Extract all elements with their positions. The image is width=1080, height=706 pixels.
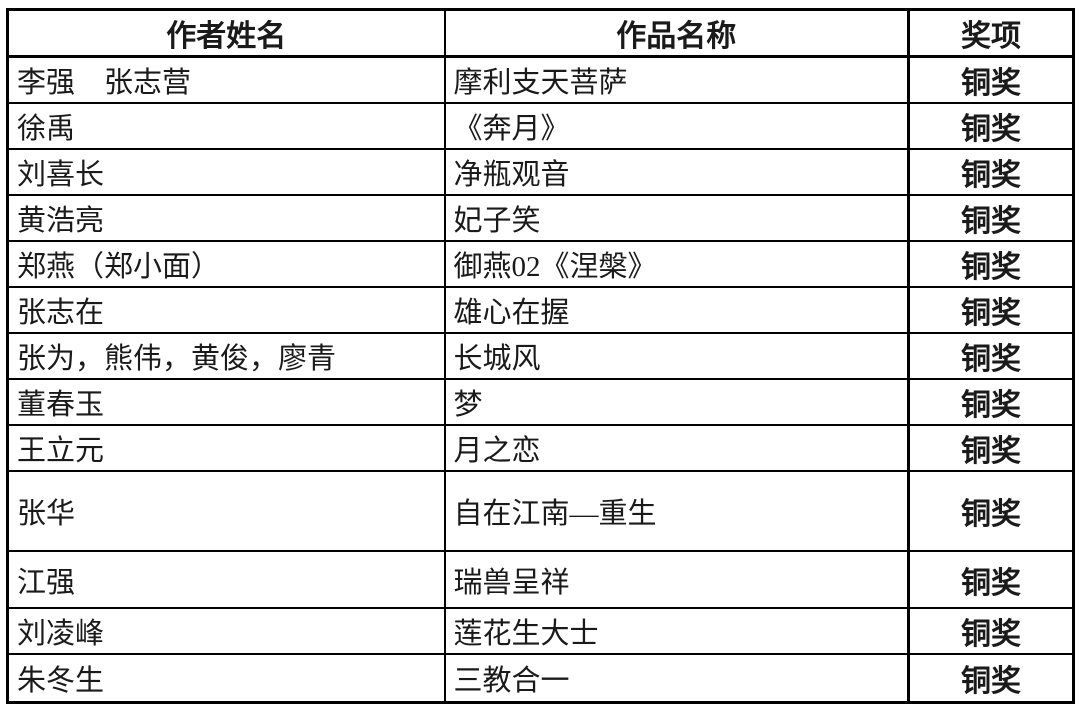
- author-cell: 张为，熊伟，黄俊，廖青: [6, 332, 446, 380]
- work-cell: 瑞兽呈祥: [443, 550, 910, 609]
- author-cell: 郑燕（郑小面）: [6, 240, 446, 288]
- table-row: 黄浩亮 妃子笑 铜奖: [6, 194, 1075, 242]
- awards-table: 作者姓名 作品名称 奖项 李强 张志营 摩利支天菩萨 铜奖 徐禹 《奔月》 铜奖…: [6, 8, 1075, 704]
- work-cell: 长城风: [443, 332, 910, 380]
- award-cell: 铜奖: [907, 550, 1075, 609]
- author-cell: 黄浩亮: [6, 194, 446, 242]
- award-cell: 铜奖: [907, 378, 1075, 426]
- table-row: 江强 瑞兽呈祥 铜奖: [6, 550, 1075, 609]
- work-cell: 妃子笑: [443, 194, 910, 242]
- table-row: 张为，熊伟，黄俊，廖青 长城风 铜奖: [6, 332, 1075, 380]
- award-cell: 铜奖: [907, 653, 1075, 703]
- award-cell: 铜奖: [907, 286, 1075, 334]
- award-cell: 铜奖: [907, 102, 1075, 150]
- table-row: 董春玉 梦 铜奖: [6, 378, 1075, 426]
- award-cell: 铜奖: [907, 55, 1075, 104]
- author-cell: 徐禹: [6, 102, 446, 150]
- table-row: 张志在 雄心在握 铜奖: [6, 286, 1075, 334]
- work-cell: 莲花生大士: [443, 607, 910, 655]
- work-cell: 三教合一: [443, 653, 910, 703]
- work-cell: 雄心在握: [443, 286, 910, 334]
- table-row: 郑燕（郑小面） 御燕02《涅槃》 铜奖: [6, 240, 1075, 288]
- table-row: 朱冬生 三教合一 铜奖: [6, 653, 1075, 703]
- header-author: 作者姓名: [6, 8, 446, 58]
- table-row: 张华 自在江南—重生 铜奖: [6, 470, 1075, 552]
- table-row: 李强 张志营 摩利支天菩萨 铜奖: [6, 55, 1075, 104]
- author-cell: 刘凌峰: [6, 607, 446, 655]
- award-cell: 铜奖: [907, 194, 1075, 242]
- table-row: 徐禹 《奔月》 铜奖: [6, 102, 1075, 150]
- work-cell: 摩利支天菩萨: [443, 55, 910, 104]
- header-row: 作者姓名 作品名称 奖项: [6, 8, 1075, 58]
- award-cell: 铜奖: [907, 332, 1075, 380]
- work-cell: 自在江南—重生: [443, 470, 910, 552]
- work-cell: 月之恋: [443, 424, 910, 472]
- work-cell: 净瓶观音: [443, 148, 910, 196]
- author-cell: 董春玉: [6, 378, 446, 426]
- award-cell: 铜奖: [907, 424, 1075, 472]
- author-cell: 朱冬生: [6, 653, 446, 703]
- author-cell: 刘喜长: [6, 148, 446, 196]
- award-cell: 铜奖: [907, 240, 1075, 288]
- work-cell: 梦: [443, 378, 910, 426]
- header-award: 奖项: [907, 8, 1075, 58]
- work-cell: 《奔月》: [443, 102, 910, 150]
- author-cell: 李强 张志营: [6, 55, 446, 104]
- table-row: 刘凌峰 莲花生大士 铜奖: [6, 607, 1075, 655]
- work-cell: 御燕02《涅槃》: [443, 240, 910, 288]
- header-work: 作品名称: [443, 8, 910, 58]
- award-cell: 铜奖: [907, 148, 1075, 196]
- author-cell: 张志在: [6, 286, 446, 334]
- award-cell: 铜奖: [907, 470, 1075, 552]
- author-cell: 王立元: [6, 424, 446, 472]
- table-row: 刘喜长 净瓶观音 铜奖: [6, 148, 1075, 196]
- author-cell: 江强: [6, 550, 446, 609]
- award-cell: 铜奖: [907, 607, 1075, 655]
- author-cell: 张华: [6, 470, 446, 552]
- table-row: 王立元 月之恋 铜奖: [6, 424, 1075, 472]
